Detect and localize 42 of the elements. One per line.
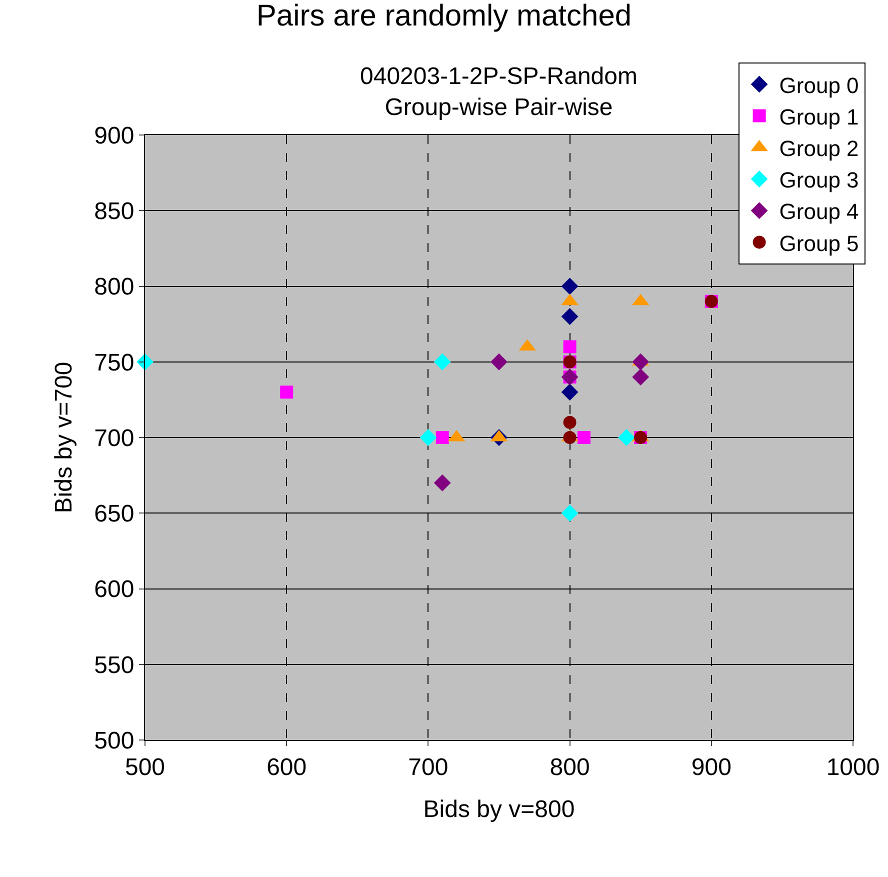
point (577, 431, 590, 444)
chart-subtitle: 040203-1-2P-SP-Random Group-wise Pair-wise (360, 63, 638, 122)
point (434, 474, 451, 492)
point (618, 429, 635, 446)
y-tick-label: 600 (94, 576, 134, 604)
x-tick-label: 600 (266, 754, 307, 781)
y-tick-label: 850 (94, 198, 134, 226)
point (561, 384, 578, 401)
y-axis-title: Bids by v=700 (50, 362, 78, 514)
x-tick-label: 800 (550, 754, 590, 781)
point (561, 504, 578, 522)
legend-label: Group 2 (779, 136, 859, 161)
y-tick-label: 800 (94, 274, 134, 301)
point (136, 353, 154, 370)
point (280, 386, 294, 399)
x-axis-title: Bids by v=800 (423, 796, 575, 824)
y-tick-label: 500 (94, 727, 134, 754)
point (561, 308, 578, 325)
legend-label: Group 4 (779, 199, 859, 224)
y-tick-label: 650 (94, 500, 134, 528)
legend-label: Group 0 (779, 72, 859, 98)
legend-label: Group 1 (779, 104, 859, 130)
x-tick-label: 500 (124, 754, 166, 781)
point (563, 340, 576, 354)
point (490, 353, 508, 370)
point (632, 353, 650, 370)
point (420, 429, 437, 446)
point (436, 431, 449, 444)
legend-label: Group 3 (779, 168, 859, 193)
point (434, 353, 451, 370)
y-tick-label: 700 (94, 424, 134, 452)
point (561, 278, 578, 295)
legend-label: Group 5 (779, 230, 859, 256)
point (563, 416, 576, 429)
x-tick-label: 1000 (826, 754, 880, 781)
x-tick-label: 700 (408, 754, 448, 781)
y-tick-label: 900 (94, 122, 134, 150)
point (632, 368, 650, 386)
x-tick-label: 900 (691, 754, 732, 781)
chart-title: Pairs are randomly matched (256, 0, 632, 32)
y-tick-label: 550 (94, 652, 134, 679)
y-tick-label: 750 (94, 349, 134, 376)
